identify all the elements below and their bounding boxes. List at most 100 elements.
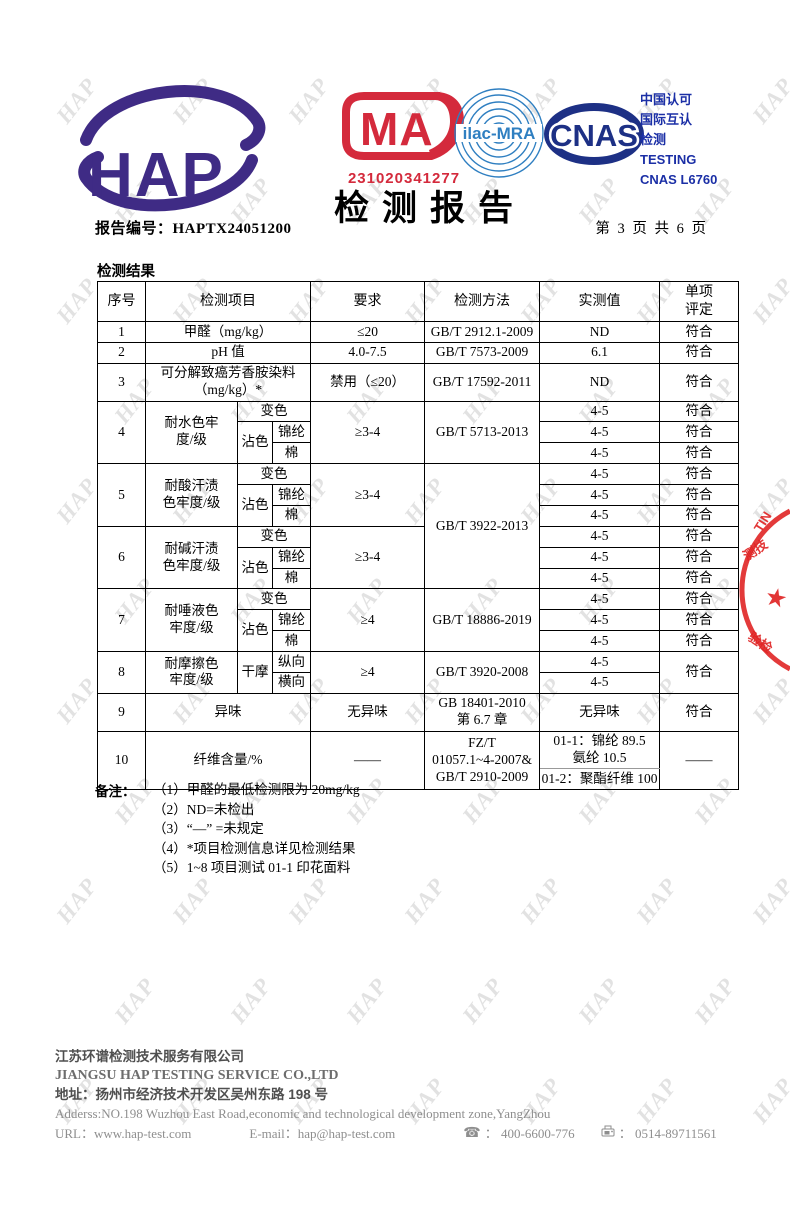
table-cell: 干摩	[237, 651, 273, 694]
hap-watermark: HAP	[225, 973, 277, 1029]
cma-number: 231020341277	[347, 170, 461, 187]
hap-watermark: HAP	[747, 673, 790, 729]
table-header-cell: 实测值	[539, 281, 661, 322]
accreditation-line: 国际互认	[640, 112, 693, 127]
report-number-label: 报告编号：	[95, 221, 173, 237]
hap-watermark: HAP	[399, 873, 451, 929]
svg-text:验检: 验检	[745, 629, 775, 656]
cma-letters: MA	[360, 103, 434, 155]
report-number-value: HAPTX24051200	[172, 221, 292, 237]
table-cell: 4-5	[539, 609, 661, 632]
hap-watermark: HAP	[515, 873, 567, 929]
accreditation-text-block: 中国认可 国际互认 检测 TESTING CNAS L6760	[640, 90, 760, 190]
hap-watermark: HAP	[689, 973, 741, 1029]
table-cell: 无异味	[539, 692, 661, 732]
table-cell: 变色	[236, 525, 312, 548]
accreditation-line: TESTING	[640, 152, 697, 167]
footer-company-cn: 江苏环谱检测技术服务有限公司	[55, 1049, 244, 1064]
footer-address-en: Adderss:NO.198 Wuzhou East Road,economic…	[55, 1106, 551, 1121]
table-cell: 01-1：锦纶 89.5 氨纶 10.5	[539, 730, 661, 770]
table-cell: 沾色	[237, 609, 273, 652]
hap-watermark: HAP	[51, 473, 103, 529]
table-cell: ≥4	[310, 588, 426, 652]
hap-watermark: HAP	[747, 873, 790, 929]
table-cell: 4-5	[539, 463, 661, 485]
table-cell: GB/T 18886-2019	[424, 588, 541, 652]
table-cell: 6.1	[539, 341, 661, 364]
footer-email: hap@hap-test.com	[297, 1126, 396, 1141]
table-cell: 锦纶	[271, 609, 312, 632]
table-row: 横向 4-5	[98, 671, 739, 694]
hap-watermark: HAP	[457, 973, 509, 1029]
table-cell: 4.0-7.5	[310, 341, 426, 364]
table-cell: 4-5	[539, 504, 661, 527]
results-section-title: 检测结果	[97, 264, 155, 280]
table-cell: 4-5	[539, 421, 661, 444]
footer-phone-value: 400-6600-776	[501, 1126, 575, 1141]
table-cell: ——	[310, 730, 426, 791]
table-header-cell: 序号	[97, 281, 146, 322]
table-cell: 禁用（≤20）	[310, 362, 426, 402]
table-cell: ND	[539, 362, 661, 402]
table-cell: 01-2：聚酯纤维 100	[539, 768, 661, 791]
table-header-row: 序号 检测项目 要求 检测方法 实测值 单项 评定	[97, 281, 740, 322]
table-cell: 4-5	[539, 588, 661, 611]
note-item: （3）“—” =未规定	[153, 821, 264, 836]
note-item: （2）ND=未检出	[153, 801, 255, 817]
svg-text:测技: 测技	[740, 536, 771, 564]
table-cell: 4-5	[539, 484, 661, 506]
table-cell: 锦纶	[271, 421, 312, 444]
accreditation-line: 中国认可	[640, 92, 693, 107]
report-meta-row: 报告编号：HAPTX24051200 第 3 页 共 6 页	[95, 217, 708, 238]
hap-watermark: HAP	[51, 273, 103, 329]
footer-company-en: JIANGSU HAP TESTING SERVICE CO.,LTD	[55, 1068, 339, 1083]
cnas-letters: CNAS	[550, 118, 638, 153]
table-cell: GB/T 3922-2013	[424, 463, 541, 590]
table-row: 8 耐摩擦色 牢度/级 干摩 纵向 ≥4 GB/T 3920-2008 4-5 符合	[97, 651, 740, 694]
table-cell: GB/T 17592-2011	[424, 362, 541, 402]
table-cell: ≥3-4	[310, 400, 426, 465]
table-cell: 变色	[236, 400, 312, 423]
table-cell: pH 值	[144, 341, 312, 364]
table-cell: 棉	[271, 567, 312, 590]
table-row: 10 纤维含量/% —— FZ/T 01057.1~4-2007& GB/T 2910…	[97, 730, 740, 791]
table-row: 3 可分解致癌芳香胺染料 （mg/kg）* 禁用（≤20） GB/T 17592-20…	[97, 362, 740, 402]
table-cell: ND	[539, 321, 661, 343]
table-row: 9 异味 无异味 GB 18401-2010 第 6.7 章无异味 符合	[97, 692, 740, 732]
page-indicator: 第 3 页 共 6 页	[595, 221, 708, 237]
table-cell: 4-5	[539, 567, 661, 590]
results-table-wrap: 序号 检测项目 要求 检测方法 实测值 单项 评定 1 甲醛（mg/kg） ≤20 GB/T 29…	[97, 281, 740, 791]
table-cell: 棉	[271, 630, 312, 652]
table-cell: 耐酸汗渍 色牢度/级	[145, 463, 238, 527]
footer-url: www.hap-test.com	[94, 1126, 192, 1141]
cma-icon: MA	[342, 92, 464, 160]
table-cell: 无异味	[310, 692, 426, 732]
hap-watermark: HAP	[283, 73, 335, 129]
cnas-mark: CNAS	[544, 100, 644, 174]
table-cell: 2	[97, 341, 146, 364]
table-cell: 甲醛（mg/kg）	[144, 321, 312, 343]
hap-watermark: HAP	[631, 873, 683, 929]
table-row: 沾色 锦纶 4-5 符合	[98, 546, 740, 590]
table-cell: ≥3-4	[310, 463, 426, 527]
footer-phone: ： 400-6600-776	[484, 1126, 575, 1141]
table-cell: 锦纶	[271, 546, 312, 569]
table-cell: 4-5	[539, 442, 661, 465]
table-cell: 符合	[659, 484, 740, 506]
table-cell: 变色	[236, 463, 312, 485]
table-row: 棉 4-5 符合	[98, 567, 740, 590]
table-cell: 沾色	[237, 421, 273, 465]
table-cell: 锦纶	[271, 484, 312, 506]
table-cell: FZ/T 01057.1~4-2007& GB/T 2910-2009	[424, 730, 541, 791]
table-cell: 8	[97, 651, 146, 694]
footer: 江苏环谱检测技术服务有限公司 JIANGSU HAP TESTING SERVI…	[55, 1048, 755, 1144]
hap-watermark: HAP	[341, 973, 393, 1029]
table-cell: 符合	[659, 567, 740, 590]
note-item: （1）甲醛的最低检测限为 20mg/kg	[153, 782, 360, 797]
table-header-cell: 要求	[310, 281, 426, 322]
table-cell: 耐唾液色 牢度/级	[145, 588, 238, 652]
hap-logo-graphic: HAP	[78, 85, 266, 212]
ilac-mra-mark: ilac-MRA	[452, 86, 546, 180]
hap-logo-text: HAP	[88, 141, 225, 210]
table-cell: 4-5	[539, 651, 661, 673]
